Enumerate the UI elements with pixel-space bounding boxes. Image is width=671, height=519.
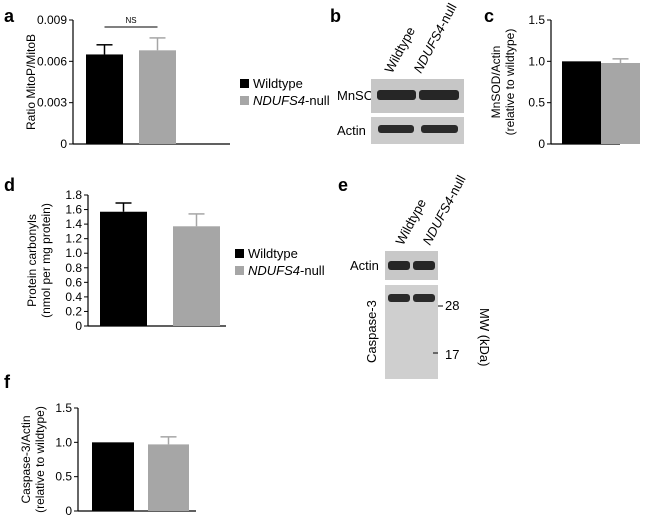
- y-axis-label: Ratio MitoP/MitoB: [24, 34, 38, 130]
- y-tick-label: 1.4: [65, 217, 82, 231]
- panel-label-a: a: [4, 6, 15, 26]
- panel-label-e: e: [338, 175, 348, 195]
- y-tick-label: 1.8: [65, 188, 82, 202]
- legend-swatch-wildtype: [240, 79, 249, 88]
- lane-label-null: NDUFS4-null: [410, 1, 459, 76]
- legend-swatch-wildtype: [235, 249, 244, 258]
- blot-e: Wildtype NDUFS4-null Actin Caspase-3 28 …: [350, 173, 492, 379]
- y-tick-label: 1.6: [65, 203, 82, 217]
- band-caspase3-wildtype: [388, 294, 410, 302]
- band-mnsod-wildtype: [377, 90, 416, 100]
- panel-label-f: f: [4, 372, 11, 392]
- y-axis-label: Protein carbonyls: [25, 214, 39, 307]
- chart-f: 0 0.5 1.0 1.5 Caspase-3/Actin (relative to wi…: [19, 401, 196, 518]
- legend-label-null: NDUFS4-null: [253, 93, 330, 108]
- chart-a: 0 0.003 0.006 0.009 Ratio MitoP/MitoB NS: [24, 13, 230, 151]
- band-actin-wildtype: [388, 261, 410, 270]
- y-tick-label: 1.2: [65, 232, 82, 246]
- y-tick-label: 0.5: [55, 470, 72, 484]
- bar-ndufs4-null: [148, 444, 189, 511]
- band-actin-null: [421, 125, 458, 133]
- y-tick-label: 0.8: [65, 261, 82, 275]
- panel-label-d: d: [4, 175, 15, 195]
- bar-wildtype: [100, 211, 147, 326]
- y-tick-label: 0.6: [65, 275, 82, 289]
- y-tick-label: 1.0: [528, 54, 545, 68]
- chart-c: 0 0.5 1.0 1.5 MnSOD/Actin (relative to wildty…: [489, 13, 640, 151]
- y-axis-label: (relative to wildtype): [33, 406, 47, 513]
- legend-label-wildtype: Wildtype: [253, 76, 303, 91]
- legend-d: Wildtype NDUFS4-null: [235, 246, 325, 278]
- y-axis-label: MnSOD/Actin: [489, 46, 503, 119]
- y-tick-label: 1.0: [55, 435, 72, 449]
- band-actin-null: [413, 261, 435, 270]
- y-tick-label: 0.003: [37, 96, 67, 110]
- y-tick-label: 0.006: [37, 54, 67, 68]
- band-actin-wildtype: [378, 125, 414, 133]
- blot-row-label-actin: Actin: [350, 258, 379, 273]
- bar-ndufs4-null: [173, 226, 220, 326]
- bar-wildtype: [86, 54, 123, 144]
- y-tick-label: 1.5: [528, 13, 545, 27]
- blot-row-label-actin: Actin: [337, 123, 366, 138]
- y-tick-label: 0: [538, 137, 545, 151]
- y-tick-label: 0.009: [37, 13, 67, 27]
- mw-axis-label: MW (kDa): [477, 308, 492, 367]
- band-caspase3-null: [413, 294, 435, 302]
- chart-d: 00.20.40.60.81.01.21.41.61.8 Protein carb…: [25, 188, 226, 333]
- band-mnsod-null: [419, 90, 459, 100]
- legend-swatch-null: [235, 266, 244, 275]
- mw-label-28: 28: [445, 298, 459, 313]
- legend-label-null: NDUFS4-null: [248, 263, 325, 278]
- panel-label-c: c: [484, 6, 494, 26]
- y-axis-label: (relative to wildtype): [503, 29, 517, 136]
- lane-label-null: NDUFS4-null: [419, 173, 468, 248]
- y-tick-label: 0.5: [528, 96, 545, 110]
- blot-b: Wildtype NDUFS4-null MnSOD Actin: [337, 1, 464, 144]
- blot-row-label-caspase3: Caspase-3: [364, 300, 379, 363]
- legend-label-wildtype: Wildtype: [248, 246, 298, 261]
- bar-ndufs4-null: [601, 62, 640, 145]
- y-tick-label: 0.4: [65, 290, 82, 304]
- y-tick-label: 0: [60, 137, 67, 151]
- bar-wildtype: [562, 61, 601, 145]
- y-axis-label: (nmol per mg protein): [39, 203, 53, 318]
- y-tick-label: 0: [65, 504, 72, 518]
- y-axis-label: Caspase-3/Actin: [19, 415, 33, 503]
- significance-label: NS: [125, 16, 136, 25]
- bar-ndufs4-null: [139, 50, 176, 144]
- bar-wildtype: [92, 442, 134, 511]
- y-tick-label: 0: [75, 319, 82, 333]
- legend-swatch-null: [240, 96, 249, 105]
- panel-label-b: b: [330, 6, 341, 26]
- y-tick-label: 0.2: [65, 304, 82, 318]
- legend-a: Wildtype NDUFS4-null: [240, 76, 330, 108]
- y-tick-label: 1.5: [55, 401, 72, 415]
- mw-label-17: 17: [445, 347, 459, 362]
- y-tick-label: 1.0: [65, 246, 82, 260]
